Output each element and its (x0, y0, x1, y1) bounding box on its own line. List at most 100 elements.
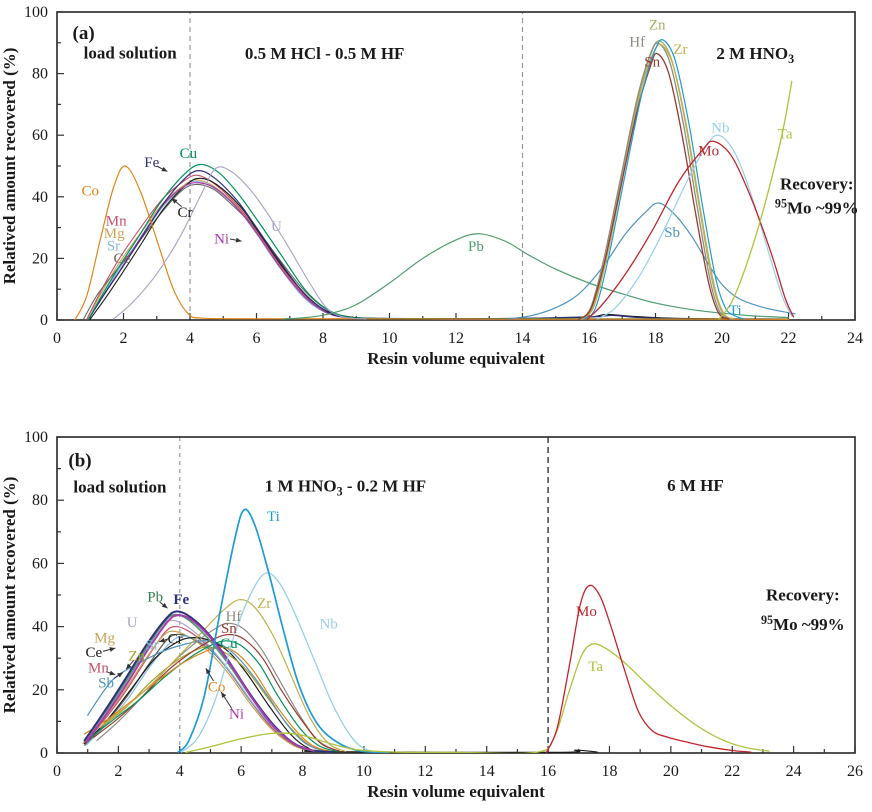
x-tick-label: 20 (714, 330, 730, 347)
x-tick-label: 6 (253, 330, 261, 347)
series-b-mo (545, 584, 752, 753)
x-axis-title: Resin volume equivalent (367, 782, 545, 801)
element-label-a-sr: Sr (107, 238, 120, 254)
recovery-title: Recovery: (780, 174, 854, 193)
panel-label-a: (a) (73, 23, 95, 44)
series-a-ti (583, 38, 745, 320)
element-label-a-zr: Zr (673, 42, 687, 58)
element-label-b-zn: Zn (128, 649, 145, 665)
region-label: load solution (84, 44, 178, 63)
element-label-a-cr: Cr (178, 205, 193, 221)
recovery-value: 95Mo ~99% (761, 613, 845, 634)
x-tick-label: 10 (356, 763, 372, 780)
series-a-sb (508, 202, 796, 320)
element-label-b-mg: Mg (94, 631, 115, 647)
series-a-ta (718, 80, 793, 320)
region-label: 1 M HNO3 - 0.2 M HF (265, 477, 426, 499)
element-label-a-hf: Hf (629, 34, 645, 50)
annotation-arrowhead (161, 166, 168, 172)
y-tick-label: 0 (40, 312, 48, 329)
element-label-a-zn: Zn (649, 17, 666, 33)
x-tick-label: 8 (299, 763, 307, 780)
element-label-a-pb: Pb (468, 239, 484, 255)
series-a-co (74, 165, 790, 320)
x-tick-label: 24 (847, 330, 863, 347)
x-tick-label: 14 (515, 330, 531, 347)
annotation-arrowhead (221, 692, 227, 698)
y-tick-label: 80 (32, 492, 48, 509)
x-tick-label: 16 (581, 330, 597, 347)
x-tick-label: 12 (417, 763, 433, 780)
annotation-arrowhead (205, 668, 211, 675)
series-a-nb (596, 134, 793, 320)
series-a-sn (578, 52, 730, 320)
annotation-arrowhead (171, 198, 178, 204)
element-label-a-nb: Nb (711, 121, 729, 137)
element-label-a-fe: Fe (144, 155, 159, 171)
y-tick-label: 100 (24, 429, 48, 446)
x-tick-label: 0 (53, 330, 61, 347)
y-tick-label: 100 (24, 4, 48, 21)
element-label-a-mn: Mn (106, 214, 127, 230)
x-tick-label: 20 (663, 763, 679, 780)
element-label-a-sb: Sb (664, 225, 680, 241)
element-label-b-fe: Fe (173, 592, 189, 608)
x-tick-label: 0 (53, 763, 61, 780)
series-b-mn (84, 625, 313, 752)
series-b-ni (85, 614, 315, 752)
series-a-ce (83, 183, 524, 320)
x-tick-label: 14 (479, 763, 495, 780)
y-axis (57, 11, 64, 321)
element-label-a-mg: Mg (104, 226, 125, 242)
element-label-b-ce: Ce (85, 645, 102, 661)
series-group (82, 508, 770, 753)
element-label-b-mo: Mo (576, 604, 597, 620)
series-b-cr (84, 637, 598, 753)
y-tick-label: 20 (32, 682, 48, 699)
element-label-a-ce: Ce (114, 251, 131, 267)
element-label-a-co: Co (81, 184, 99, 200)
y-axis-title: Relatived amount recovered (%) (0, 477, 19, 714)
annotation-arrowhead (235, 237, 242, 243)
y-tick-label: 60 (32, 555, 48, 572)
x-tick-label: 2 (120, 330, 128, 347)
annotation-arrowhead (159, 637, 166, 643)
annotation-arrowhead (117, 672, 123, 678)
y-tick-label: 80 (32, 66, 48, 83)
series-b-zr (102, 599, 347, 752)
series-a-u (112, 166, 367, 320)
element-label-a-ni: Ni (214, 231, 229, 247)
recovery-value: 95Mo ~99% (775, 197, 859, 218)
series-a-pb (282, 233, 790, 320)
recovery-title: Recovery: (766, 586, 840, 605)
element-label-b-sr: Sr (145, 638, 158, 654)
region-label: 0.5 M HCl - 0.5 M HF (245, 44, 405, 63)
y-tick-label: 40 (32, 619, 48, 636)
x-tick-label: 26 (847, 763, 863, 780)
annotation-arrowhead (109, 647, 116, 652)
element-label-b-pb: Pb (147, 590, 163, 606)
series-group (74, 38, 796, 320)
x-tick-label: 4 (186, 330, 194, 347)
element-label-b-hf: Hf (226, 609, 242, 625)
y-axis-title: Relatived amount recovered (%) (0, 48, 19, 285)
annotation-arrowhead (109, 670, 116, 676)
element-label-a-mo: Mo (698, 144, 719, 160)
element-label-b-co: Co (208, 680, 226, 696)
x-tick-label: 10 (382, 330, 398, 347)
y-tick-label: 0 (40, 745, 48, 762)
x-tick-label: 24 (786, 763, 802, 780)
series-a-fe (88, 169, 756, 320)
region-label: 6 M HF (667, 476, 724, 495)
x-tick-label: 18 (601, 763, 617, 780)
element-label-b-ta: Ta (588, 659, 603, 675)
region-label: 2 M HNO3 (716, 44, 794, 66)
element-label-b-zr: Zr (257, 596, 271, 612)
x-tick-label: 12 (448, 330, 464, 347)
element-label-b-sb: Sb (98, 676, 114, 692)
element-label-b-cu: Cu (220, 636, 238, 652)
series-a-hf (578, 42, 731, 320)
x-tick-label: 4 (176, 763, 184, 780)
